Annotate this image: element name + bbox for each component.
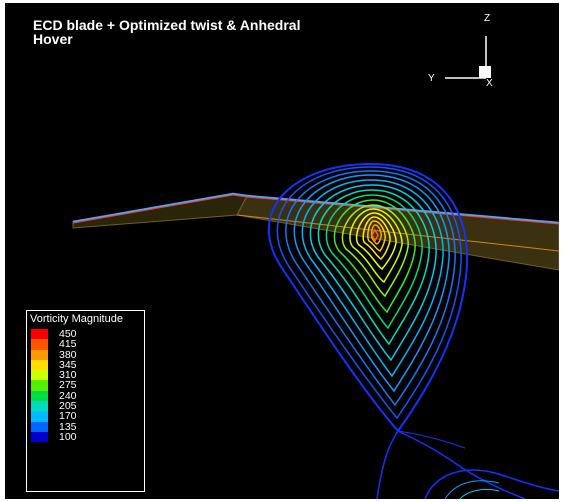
legend-value: 310: [59, 369, 77, 382]
legend-swatch: [31, 401, 48, 412]
legend-swatch: [31, 370, 48, 381]
plot-title: ECD blade + Optimized twist & Anhedral: [33, 17, 301, 33]
z-axis-label: Z: [484, 13, 491, 24]
legend-value: 170: [59, 410, 77, 423]
plot-viewport: ECD blade + Optimized twist & Anhedral H…: [5, 3, 559, 499]
legend-swatch: [31, 329, 48, 340]
legend-swatch: [31, 380, 48, 391]
x-axis-label: X: [486, 78, 493, 89]
legend-value: 135: [59, 420, 77, 433]
legend-value: 380: [59, 348, 77, 361]
legend-value: 205: [59, 400, 77, 413]
legend-value: 240: [59, 389, 77, 402]
legend-value: 415: [59, 338, 77, 351]
rotor-blade: [72, 192, 559, 271]
plot-subtitle: Hover: [33, 31, 73, 47]
vortex-contours: [267, 162, 559, 499]
legend-value: 450: [59, 328, 77, 340]
legend-swatch: [31, 349, 48, 360]
legend-swatch: [31, 359, 48, 371]
color-legend: Vorticity Magnitude 450 415 380 345 310 275 24…: [26, 310, 145, 492]
legend-value: 275: [59, 379, 77, 392]
legend-swatch: [31, 390, 48, 402]
vorticity-contour-plot: [72, 36, 559, 499]
legend-value: 100: [59, 430, 77, 443]
legend-title: Vorticity Magnitude: [30, 313, 123, 325]
y-axis-label: Y: [428, 73, 435, 84]
legend-swatch: [31, 431, 48, 443]
axis-triad: [445, 36, 491, 79]
legend-value: 345: [59, 358, 77, 371]
legend-swatch: [31, 421, 48, 432]
legend-swatch: [31, 339, 48, 350]
legend-swatch: [31, 411, 48, 422]
